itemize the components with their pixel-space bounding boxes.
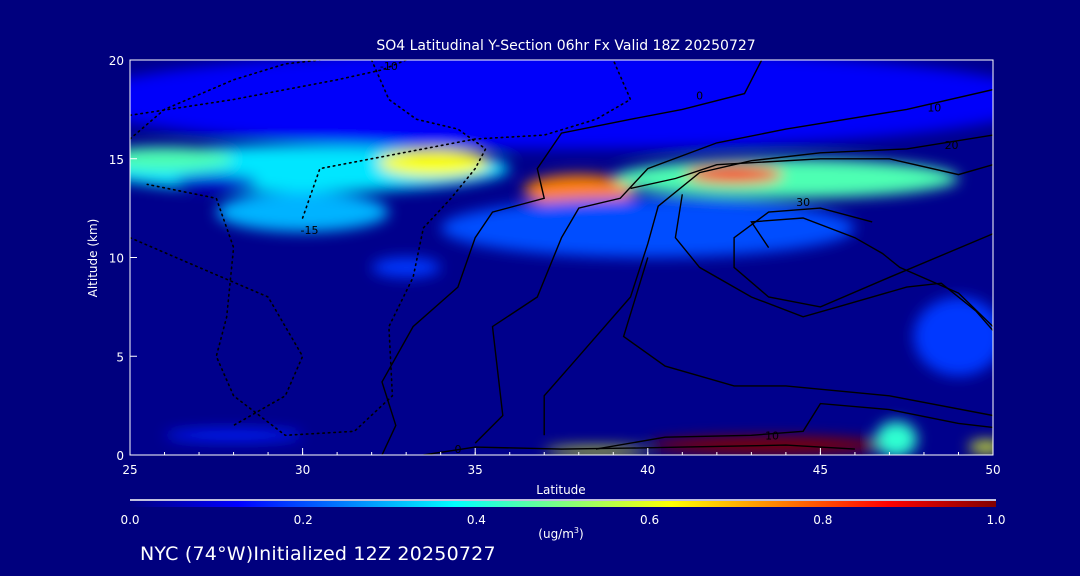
x-tick-label: 30 (295, 463, 310, 477)
concentration-blob (968, 441, 993, 454)
contour-label: 30 (796, 196, 810, 209)
colorbar-tick-label: 1.0 (986, 513, 1005, 527)
colorbar-tick-label: 0.4 (467, 513, 486, 527)
contour-line (733, 207, 993, 308)
contour-line (130, 236, 304, 427)
contour-line (130, 60, 321, 140)
concentration-blob (371, 257, 441, 278)
contour-label: 20 (945, 139, 959, 152)
concentration-blob (913, 297, 993, 376)
x-tick-label: 50 (985, 463, 1000, 477)
colorbar-tick-label: 0.6 (640, 513, 659, 527)
contour-line (130, 60, 408, 117)
axes: 25 30 35 40 45 50 0 5 10 15 20 (109, 54, 1001, 477)
x-tick-label: 45 (813, 463, 828, 477)
x-tick-label: 40 (640, 463, 655, 477)
concentration-blob (164, 429, 303, 442)
contour-line (630, 158, 993, 190)
contour-line (622, 257, 993, 417)
contour-line (674, 194, 993, 332)
concentration-blob (378, 148, 489, 177)
contour-line (381, 60, 763, 455)
footer-init-info: NYC (74°W)Initialized 12Z 20250727 (140, 543, 496, 565)
contour-line (595, 402, 993, 450)
contour-label: -15 (301, 224, 319, 237)
colorbar-tick-label: 0.0 (120, 513, 139, 527)
contour-line (146, 60, 487, 437)
colorbar (130, 501, 996, 507)
concentration-blob (174, 174, 258, 191)
concentration-blob (216, 192, 389, 232)
contour-line (423, 444, 855, 455)
concentration-blob (613, 158, 959, 199)
contour-line (474, 88, 993, 444)
y-tick-label: 20 (109, 54, 124, 68)
concentration-blob (440, 198, 855, 258)
x-axis-label: Latitude (536, 483, 585, 497)
contour-label: -10 (380, 60, 398, 73)
contour-label: 10 (765, 429, 779, 442)
y-tick-label: 5 (116, 350, 124, 364)
contour-line (543, 134, 993, 436)
colorbar-ticks: 0.0 0.2 0.4 0.6 0.8 1.0 (120, 513, 1005, 527)
temperature-contours: 0 10 20 30 10 0 -10 -15 (130, 60, 993, 456)
colorbar-units: (ug/m3) (538, 526, 583, 541)
y-axis-label: Altitude (km) (86, 219, 100, 298)
x-tick-label: 25 (122, 463, 137, 477)
x-tick-label: 35 (468, 463, 483, 477)
concentration-blob (130, 60, 993, 149)
concentration-blob (523, 174, 634, 207)
colorbar-tick-label: 0.2 (294, 513, 313, 527)
concentration-blob (685, 165, 783, 184)
y-tick-label: 10 (109, 252, 124, 266)
concentration-field (130, 60, 993, 455)
contour-label: 10 (927, 101, 941, 114)
y-tick-label: 15 (109, 153, 124, 167)
y-tick-label: 0 (116, 449, 124, 463)
concentration-blob (130, 146, 234, 171)
colorbar-tick-label: 0.8 (813, 513, 832, 527)
contour-label: 0 (454, 443, 461, 456)
concentration-blob (875, 421, 918, 455)
contour-label: 0 (696, 90, 703, 103)
chart-title: SO4 Latitudinal Y-Section 06hr Fx Valid … (376, 38, 755, 54)
